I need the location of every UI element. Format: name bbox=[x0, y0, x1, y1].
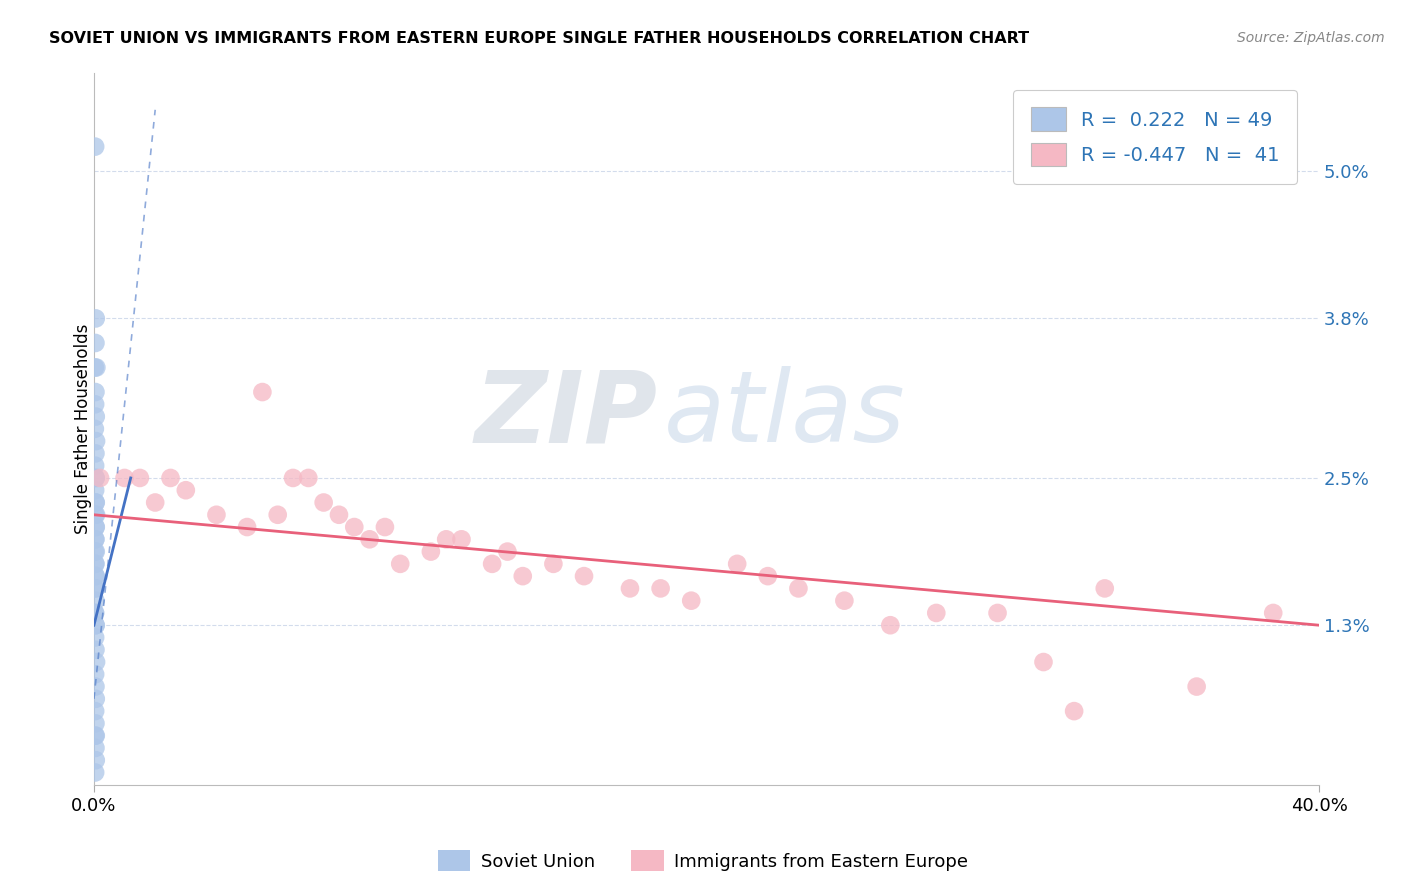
Point bbox=[312, 495, 335, 509]
Point bbox=[84, 471, 107, 485]
Point bbox=[84, 483, 107, 498]
Point bbox=[84, 335, 107, 350]
Point bbox=[374, 520, 396, 534]
Point bbox=[84, 520, 107, 534]
Point bbox=[84, 508, 107, 522]
Point bbox=[84, 765, 107, 780]
Point bbox=[83, 422, 105, 436]
Point bbox=[450, 533, 472, 547]
Point bbox=[84, 691, 107, 706]
Point bbox=[84, 397, 107, 411]
Point bbox=[1063, 704, 1085, 718]
Point bbox=[84, 667, 107, 681]
Point bbox=[834, 593, 856, 607]
Point bbox=[84, 569, 107, 583]
Point bbox=[84, 520, 107, 534]
Point bbox=[84, 385, 107, 400]
Point bbox=[84, 139, 107, 153]
Point bbox=[84, 533, 107, 547]
Point bbox=[84, 716, 107, 731]
Text: ZIP: ZIP bbox=[475, 366, 658, 463]
Point bbox=[84, 434, 107, 449]
Point bbox=[1185, 680, 1208, 694]
Point bbox=[297, 471, 319, 485]
Point bbox=[128, 471, 150, 485]
Point bbox=[389, 557, 412, 571]
Point bbox=[681, 593, 703, 607]
Point bbox=[650, 582, 672, 596]
Point bbox=[1032, 655, 1054, 669]
Point bbox=[83, 544, 105, 558]
Point bbox=[84, 606, 107, 620]
Point bbox=[84, 557, 107, 571]
Text: atlas: atlas bbox=[664, 366, 905, 463]
Point bbox=[84, 495, 107, 509]
Point bbox=[83, 360, 105, 375]
Point bbox=[481, 557, 503, 571]
Point bbox=[84, 582, 107, 596]
Legend: R =  0.222   N = 49, R = -0.447   N =  41: R = 0.222 N = 49, R = -0.447 N = 41 bbox=[1014, 90, 1298, 184]
Point bbox=[879, 618, 901, 632]
Point bbox=[419, 544, 441, 558]
Point bbox=[84, 471, 107, 485]
Point bbox=[84, 533, 107, 547]
Point bbox=[84, 729, 107, 743]
Point bbox=[84, 446, 107, 460]
Point bbox=[205, 508, 228, 522]
Point bbox=[925, 606, 948, 620]
Point bbox=[84, 655, 107, 669]
Point bbox=[174, 483, 197, 498]
Point bbox=[84, 495, 107, 509]
Point bbox=[756, 569, 779, 583]
Point bbox=[84, 618, 107, 632]
Point bbox=[84, 409, 107, 424]
Point bbox=[84, 311, 107, 326]
Point bbox=[572, 569, 595, 583]
Legend: Soviet Union, Immigrants from Eastern Europe: Soviet Union, Immigrants from Eastern Eu… bbox=[430, 843, 976, 879]
Point bbox=[787, 582, 810, 596]
Point bbox=[84, 593, 107, 607]
Point bbox=[84, 508, 107, 522]
Point bbox=[84, 569, 107, 583]
Point bbox=[84, 680, 107, 694]
Point bbox=[725, 557, 748, 571]
Point bbox=[84, 753, 107, 767]
Point bbox=[1263, 606, 1285, 620]
Point bbox=[252, 385, 274, 400]
Text: Source: ZipAtlas.com: Source: ZipAtlas.com bbox=[1237, 31, 1385, 45]
Point bbox=[84, 458, 107, 473]
Point bbox=[84, 704, 107, 718]
Point bbox=[267, 508, 290, 522]
Point bbox=[328, 508, 350, 522]
Point bbox=[281, 471, 304, 485]
Y-axis label: Single Father Households: Single Father Households bbox=[75, 324, 91, 534]
Text: SOVIET UNION VS IMMIGRANTS FROM EASTERN EUROPE SINGLE FATHER HOUSEHOLDS CORRELAT: SOVIET UNION VS IMMIGRANTS FROM EASTERN … bbox=[49, 31, 1029, 46]
Point bbox=[359, 533, 381, 547]
Point bbox=[84, 618, 107, 632]
Point bbox=[84, 729, 107, 743]
Point bbox=[1094, 582, 1116, 596]
Point bbox=[512, 569, 534, 583]
Point bbox=[84, 631, 107, 645]
Point bbox=[84, 557, 107, 571]
Point bbox=[86, 360, 108, 375]
Point bbox=[84, 544, 107, 558]
Point bbox=[84, 642, 107, 657]
Point bbox=[236, 520, 259, 534]
Point bbox=[986, 606, 1008, 620]
Point bbox=[114, 471, 136, 485]
Point bbox=[496, 544, 519, 558]
Point bbox=[619, 582, 641, 596]
Point bbox=[83, 606, 105, 620]
Point bbox=[159, 471, 181, 485]
Point bbox=[343, 520, 366, 534]
Point bbox=[543, 557, 565, 571]
Point bbox=[89, 471, 111, 485]
Point bbox=[84, 740, 107, 755]
Point bbox=[143, 495, 166, 509]
Point bbox=[84, 582, 107, 596]
Point bbox=[434, 533, 457, 547]
